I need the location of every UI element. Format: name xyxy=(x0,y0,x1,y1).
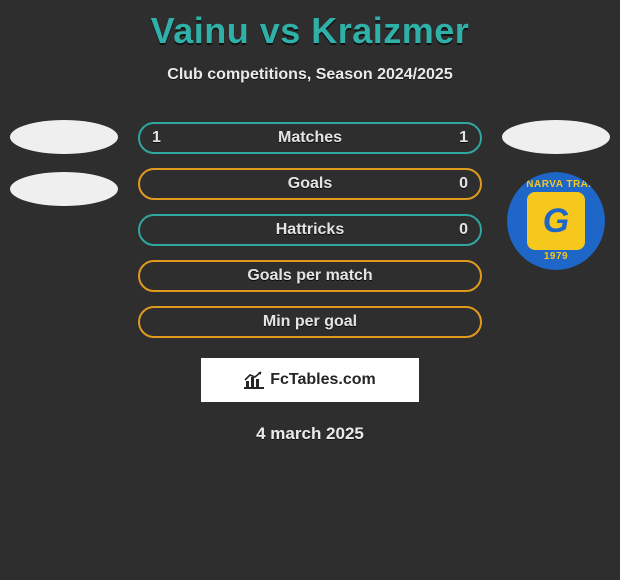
club-badge-inner: G xyxy=(527,192,585,250)
attribution: FcTables.com xyxy=(201,358,419,402)
right-side-column: FC NARVA TRANS 1979 G xyxy=(496,120,616,270)
club-logo-placeholder xyxy=(10,172,118,206)
stat-row: Goals per match xyxy=(138,260,482,292)
stat-label: Min per goal xyxy=(263,313,357,331)
left-side-column xyxy=(4,120,124,206)
club-badge-letter: G xyxy=(543,202,569,241)
player-photo-placeholder xyxy=(10,120,118,154)
stat-row: Goals 0 xyxy=(138,168,482,200)
stat-left-value: 1 xyxy=(152,129,161,147)
stat-row: Hattricks 0 xyxy=(138,214,482,246)
stat-label: Goals per match xyxy=(247,267,372,285)
stat-right-value: 0 xyxy=(459,221,468,239)
stat-label: Goals xyxy=(288,175,332,193)
attribution-text: FcTables.com xyxy=(270,371,376,389)
subtitle: Club competitions, Season 2024/2025 xyxy=(0,66,620,84)
stat-label: Hattricks xyxy=(276,221,344,239)
stat-row: 1 Matches 1 xyxy=(138,122,482,154)
stat-right-value: 0 xyxy=(459,175,468,193)
page-title: Vainu vs Kraizmer xyxy=(0,0,620,52)
chart-icon xyxy=(244,371,264,389)
player-photo-placeholder xyxy=(502,120,610,154)
club-badge-year: 1979 xyxy=(507,251,605,262)
stat-row: Min per goal xyxy=(138,306,482,338)
club-badge: FC NARVA TRANS 1979 G xyxy=(507,172,605,270)
club-badge-name: FC NARVA TRANS xyxy=(507,179,605,190)
date-text: 4 march 2025 xyxy=(0,424,620,444)
stat-label: Matches xyxy=(278,129,342,147)
stat-right-value: 1 xyxy=(459,129,468,147)
